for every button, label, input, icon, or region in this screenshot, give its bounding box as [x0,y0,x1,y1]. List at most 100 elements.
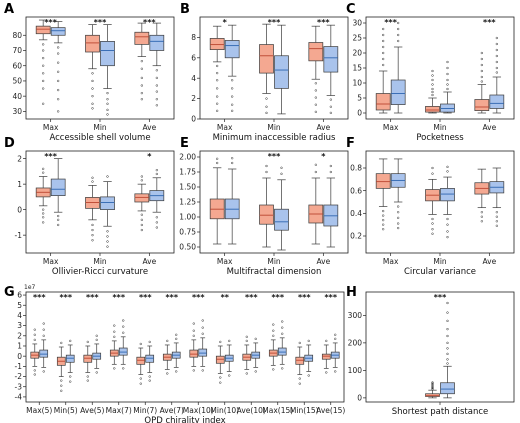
y-tick-label: 30 [12,107,22,116]
box-group-b [274,24,289,115]
outlier-point [33,338,36,342]
x-tick-label: Max [217,123,233,132]
outlier-point [60,341,63,345]
y-tick-label: 1.75 [179,168,196,177]
outlier-point [91,176,94,179]
box-group-b [149,168,165,229]
outlier-point [106,230,109,233]
x-tick-label: Ave [482,257,496,266]
outlier-point [272,334,275,337]
outlier-point [216,95,219,98]
outlier-point [113,324,116,327]
y-tick-label: 2 [17,154,22,163]
outlier-point [155,90,158,93]
box-group-b [39,322,49,373]
box-group-b [489,36,505,114]
outlier-point [480,220,483,223]
outlier-point [155,69,158,72]
significance-marker: *** [112,293,125,302]
outlier-point [281,332,284,335]
outlier-point [106,108,109,112]
significance-marker: *** [324,293,337,302]
box-group-b [251,337,261,373]
x-tick-label: Max(5) [26,406,52,415]
outlier-point [446,301,449,305]
box-iqr [136,356,146,365]
y-tick-label: 0 [357,109,362,118]
outlier-point [231,95,234,98]
outlier-point [431,386,434,390]
box-group-a [109,324,119,370]
box-iqr [295,356,305,365]
outlier-point [42,221,45,224]
panel-letter: E [180,136,189,151]
box-iqr [274,55,289,89]
x-axis-title: Shortest path distance [392,407,489,417]
outlier-point [281,326,284,329]
y-tick-label: 6 [17,291,22,300]
box-group-b [50,21,66,113]
outlier-point [166,339,169,343]
box-group-a [136,342,146,385]
box-iqr [198,348,208,357]
outlier-point [280,172,283,175]
outlier-point [201,319,204,322]
outlier-point [86,379,89,382]
outlier-point [175,333,178,336]
box-group-a [56,341,66,392]
outlier-point [446,170,449,173]
box-iqr [85,34,100,53]
box-iqr [149,34,165,51]
outlier-point [155,76,158,80]
significance-marker: * [147,152,152,161]
outlier-point [106,245,109,248]
outlier-point [446,165,449,169]
outlier-point [148,340,151,344]
outlier-point [280,166,283,169]
outlier-point [382,228,385,231]
panel-letter: G [4,285,15,300]
outlier-point [139,382,142,385]
box-iqr [118,347,128,356]
x-tick-label: Min [93,257,107,266]
box-iqr [489,94,505,109]
outlier-point [140,84,143,87]
box-group-b [304,339,314,377]
y-tick-label: 0.4 [350,209,362,218]
y-tick-label: 15 [352,64,362,73]
significance-marker: ** [221,293,230,302]
significance-marker: *** [384,18,397,27]
outlier-point [122,331,125,334]
outlier-point [325,371,328,374]
outlier-point [382,209,385,213]
significance-marker: *** [44,152,57,161]
y-tick-label: 10 [352,79,362,88]
box-iqr [35,25,51,35]
outlier-point [431,172,434,175]
outlier-point [480,215,483,218]
box-group-a [425,381,440,399]
outlier-point [140,175,143,178]
outlier-point [155,172,158,176]
outlier-point [106,175,109,178]
outlier-point [113,335,116,338]
y-tick-label: 3 [17,321,22,330]
x-tick-label: Ave [142,257,156,266]
box-group-a [474,51,490,114]
outlier-point [307,374,310,377]
outlier-point [265,164,268,168]
outlier-point [314,170,317,174]
x-tick-label: Max [43,123,59,132]
y-tick-label: 300 [348,311,363,320]
outlier-point [231,87,234,90]
outlier-point [175,337,178,341]
significance-marker: *** [298,293,311,302]
box-group-b [323,164,339,248]
y-tick-label: 0.50 [179,243,196,252]
outlier-point [446,311,449,314]
outlier-point [431,385,434,389]
outlier-point [228,374,231,377]
outlier-point [329,98,332,101]
outlier-point [382,51,385,55]
